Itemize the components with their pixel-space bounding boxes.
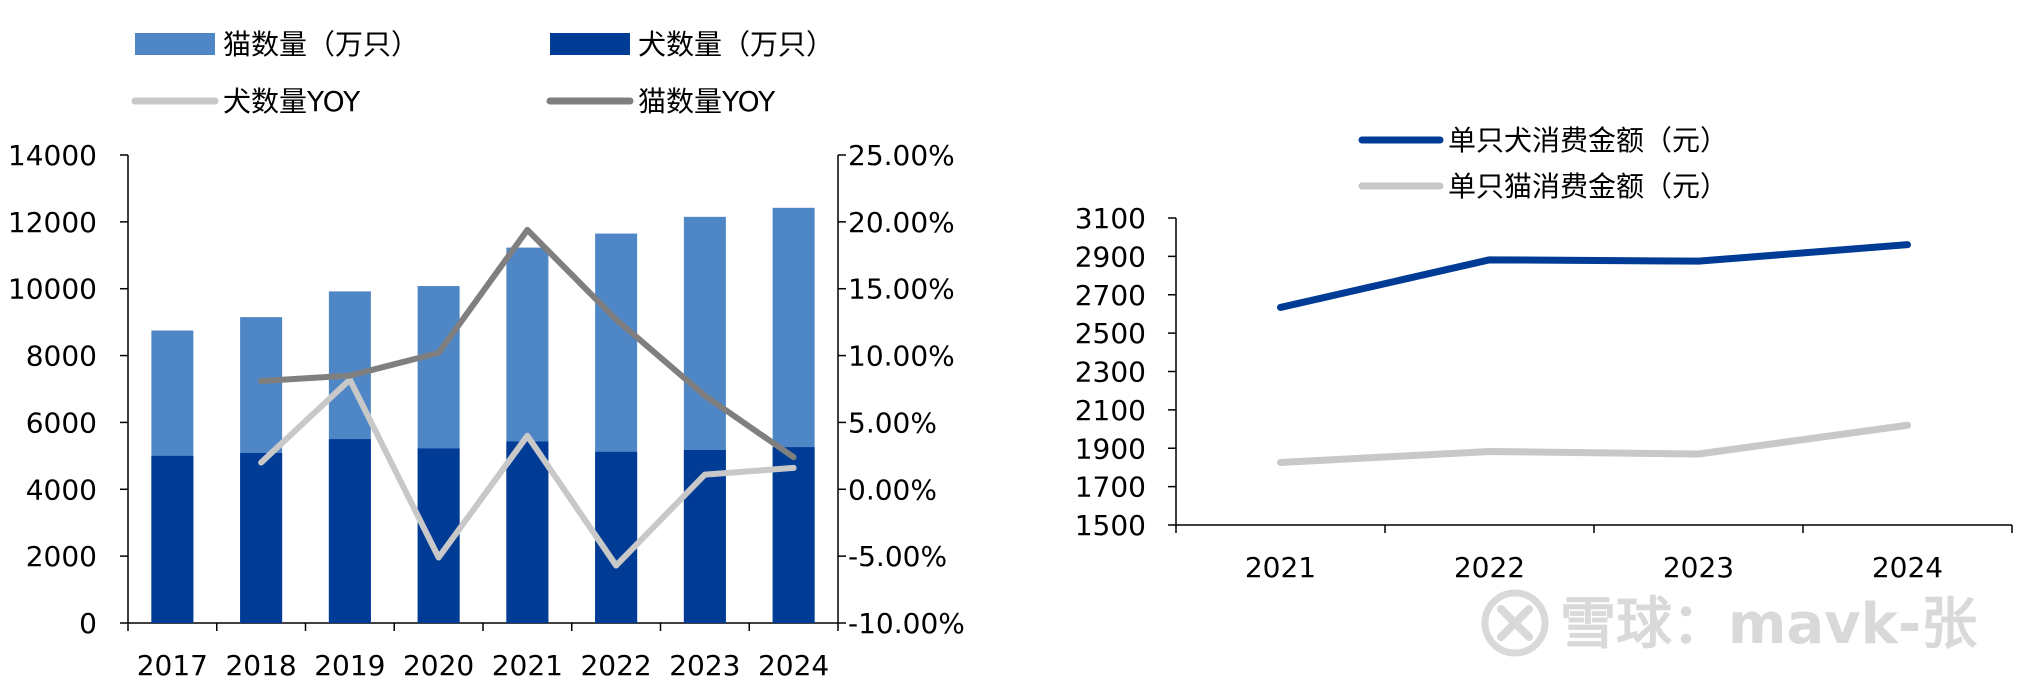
legend-label: 单只猫消费金额（元） — [1448, 170, 1728, 203]
dog-count-bar — [151, 455, 194, 623]
x-tick-label: 2022 — [1454, 551, 1525, 584]
left-tick-label: 12000 — [8, 206, 97, 239]
legend-label: 犬数量YOY — [223, 85, 361, 118]
y-tick-label: 3100 — [1075, 202, 1146, 235]
dog-spend-line — [1277, 241, 1911, 311]
y-tick-label: 1700 — [1075, 471, 1146, 504]
left-chart: 0 2000 4000 6000 8000 10000 12000 14000 -10.00% -… — [8, 28, 965, 682]
left-tick-label: 8000 — [26, 340, 97, 373]
dog-count-bar — [506, 441, 549, 623]
right-tick-label: 0.00% — [848, 473, 937, 506]
left-tick-label: 6000 — [26, 406, 97, 439]
y-tick-label: 2500 — [1075, 317, 1146, 350]
right-chart: 1500 1700 1900 2100 2300 2500 2700 2900 3100 2021… — [1075, 124, 2013, 584]
x-tick-label: 2020 — [403, 649, 474, 682]
left-tick-label: 4000 — [26, 473, 97, 506]
left-tick-label: 10000 — [8, 273, 97, 306]
x-tick-label: 2021 — [492, 649, 563, 682]
dog-count-bar — [328, 439, 371, 623]
x-tick-label: 2019 — [314, 649, 385, 682]
right-tick-label: 10.00% — [848, 340, 955, 373]
snowball-logo-icon — [1481, 589, 1549, 657]
dog-yoy-line — [258, 376, 797, 569]
dog-count-bar — [772, 447, 815, 623]
dog-count-bar — [240, 453, 283, 623]
watermark-text: 雪球：mavk-张 — [1560, 592, 1977, 657]
y-tick-label: 2900 — [1075, 240, 1146, 273]
right-tick-label: -5.00% — [848, 540, 947, 573]
right-tick-label: 5.00% — [848, 406, 937, 439]
x-tick-label: 2017 — [137, 649, 208, 682]
dog-count-bar — [595, 451, 638, 623]
right-tick-label: 25.00% — [848, 139, 955, 172]
x-tick-label: 2023 — [669, 649, 740, 682]
right-tick-label: 20.00% — [848, 206, 955, 239]
left-tick-label: 2000 — [26, 540, 97, 573]
right-tick-label: 15.00% — [848, 273, 955, 306]
left-tick-label: 14000 — [8, 139, 97, 172]
y-tick-label: 1900 — [1075, 432, 1146, 465]
y-tick-label: 2100 — [1075, 394, 1146, 427]
y-tick-label: 1500 — [1075, 509, 1146, 542]
cat-spend-line — [1277, 421, 1911, 466]
right-tick-label: -10.00% — [848, 607, 965, 640]
watermark: 雪球：mavk-张 — [1481, 589, 1977, 657]
legend-swatch-cat-count — [135, 33, 215, 55]
legend-label: 犬数量（万只） — [638, 28, 834, 61]
legend-label: 猫数量YOY — [638, 85, 776, 118]
x-tick-label: 2022 — [580, 649, 651, 682]
legend-label: 猫数量（万只） — [223, 28, 419, 61]
x-tick-label: 2018 — [225, 649, 296, 682]
legend-label: 单只犬消费金额（元） — [1448, 124, 1728, 157]
y-tick-label: 2300 — [1075, 356, 1146, 389]
legend-swatch-dog-count — [550, 33, 630, 55]
x-tick-label: 2024 — [1872, 551, 1943, 584]
x-tick-label: 2024 — [758, 649, 829, 682]
x-tick-label: 2021 — [1245, 551, 1316, 584]
left-tick-label: 0 — [79, 607, 97, 640]
cat-yoy-line — [258, 226, 797, 461]
y-tick-label: 2700 — [1075, 279, 1146, 312]
x-tick-label: 2023 — [1663, 551, 1734, 584]
